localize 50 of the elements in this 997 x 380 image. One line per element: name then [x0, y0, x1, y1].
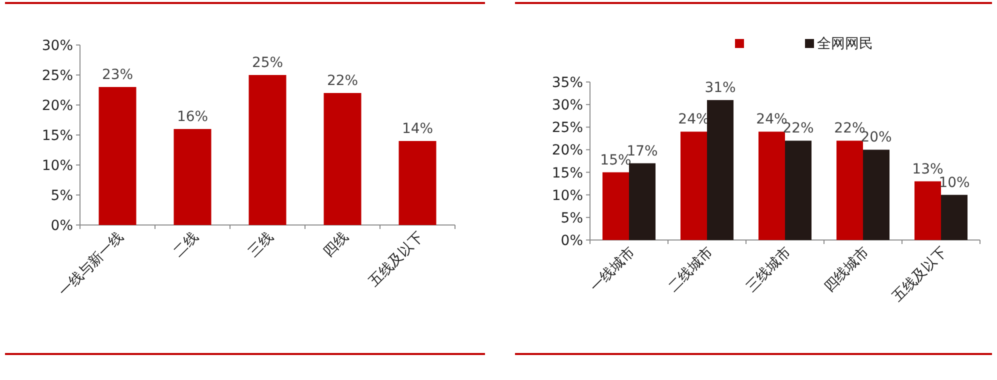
y-tick-label: 20% — [42, 98, 73, 114]
x-tick-label: 三线城市 — [743, 244, 794, 296]
data-label: 25% — [252, 55, 284, 71]
x-tick-label: 二线 — [170, 229, 202, 260]
x-tick-label: 四线 — [320, 229, 352, 260]
x-tick-label: 五线及以下 — [889, 244, 950, 306]
x-tick-label: 一线城市 — [587, 244, 638, 296]
y-tick-label: 25% — [552, 120, 583, 136]
y-tick-label: 35% — [552, 75, 583, 91]
bar — [324, 93, 362, 225]
data-label: 24% — [756, 112, 788, 128]
y-tick-label: 15% — [42, 128, 73, 144]
y-tick-label: 20% — [552, 142, 583, 159]
data-label: 16% — [176, 109, 208, 125]
y-tick-label: 15% — [552, 165, 583, 182]
bar — [680, 132, 707, 240]
y-tick-label: 0% — [560, 233, 583, 249]
bar — [398, 141, 436, 225]
x-tick-label: 三线 — [246, 229, 277, 260]
bar — [836, 140, 863, 240]
bar — [98, 87, 136, 225]
bar — [863, 150, 890, 240]
y-tick-label: 30% — [552, 98, 583, 114]
bar — [602, 172, 629, 240]
bar — [914, 181, 941, 240]
bar — [248, 75, 286, 225]
x-tick-label: 四线城市 — [821, 244, 872, 296]
y-tick-label: 25% — [42, 68, 73, 84]
y-tick-label: 5% — [50, 188, 73, 204]
x-tick-label: 五线及以下 — [366, 229, 427, 290]
y-tick-label: 30% — [42, 38, 73, 54]
data-label: 22% — [834, 120, 866, 137]
x-tick-label: 二线城市 — [665, 244, 716, 296]
y-tick-label: 5% — [560, 210, 583, 226]
data-label: 31% — [704, 80, 736, 96]
bar — [629, 163, 656, 240]
bar — [941, 194, 968, 240]
y-tick-label: 10% — [42, 158, 73, 174]
bar — [758, 132, 785, 240]
y-tick-label: 10% — [552, 188, 583, 204]
data-label: 15% — [600, 152, 632, 168]
bar — [174, 129, 212, 225]
data-label: 22% — [326, 73, 358, 89]
data-label: 14% — [402, 121, 434, 137]
bar — [785, 140, 812, 240]
data-label: 23% — [102, 67, 134, 83]
bar — [707, 100, 734, 240]
data-label: 13% — [912, 161, 944, 178]
legend-label: 全网网民 — [817, 36, 873, 52]
data-label: 10% — [938, 174, 970, 191]
